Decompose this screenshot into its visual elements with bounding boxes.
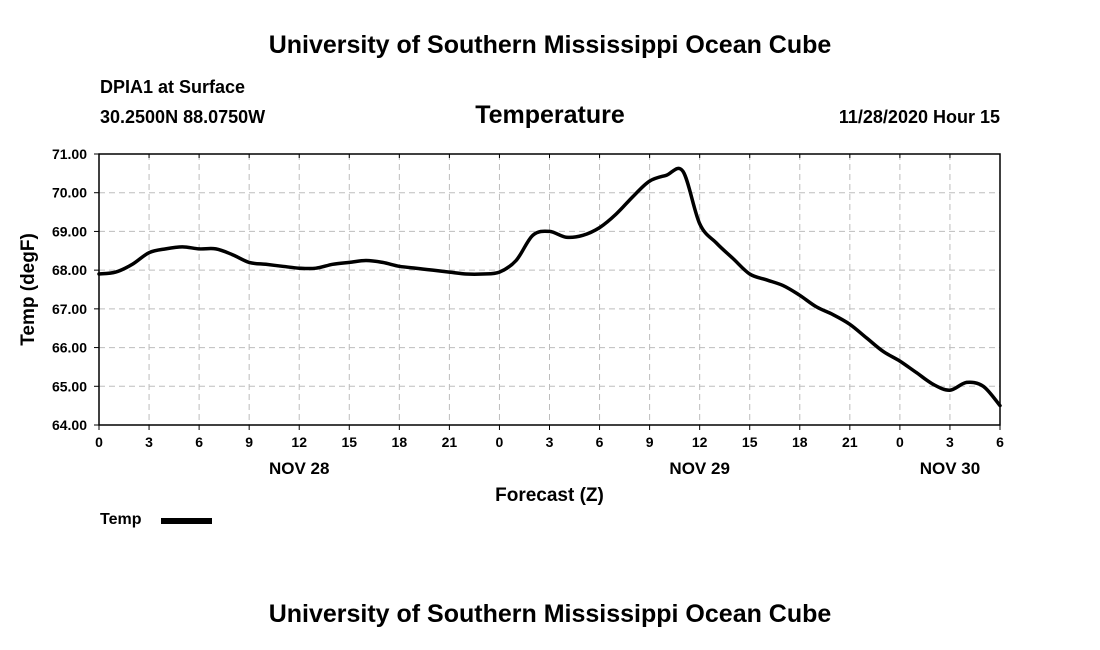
y-axis-label: Temp (degF) xyxy=(18,233,39,346)
y-tick-label: 65.00 xyxy=(52,378,87,394)
x-tick-label: 9 xyxy=(245,434,253,450)
y-tick-label: 66.00 xyxy=(52,340,87,356)
chart-axes xyxy=(94,153,1001,430)
temp-series-line xyxy=(97,166,1002,408)
x-tick-label: 6 xyxy=(596,434,604,450)
x-tick-label: 6 xyxy=(996,434,1004,450)
forecast-timestamp: 11/28/2020 Hour 15 xyxy=(838,107,1000,127)
x-tick-label: 0 xyxy=(496,434,504,450)
date-label: NOV 29 xyxy=(669,459,729,478)
station-coordinates: 30.2500N 88.0750W xyxy=(100,107,266,127)
chart-labels: 64.00 65.00 66.00 67.00 68.00 69.00 70.00 71.00… xyxy=(18,146,1004,528)
x-tick-label: 21 xyxy=(442,434,458,450)
y-tick-label: 70.00 xyxy=(52,185,87,201)
chart-grid xyxy=(99,154,1000,425)
y-tick-label: 64.00 xyxy=(52,417,87,433)
legend-swatch xyxy=(161,518,212,524)
y-tick-label: 68.00 xyxy=(52,262,87,278)
x-tick-label: 3 xyxy=(546,434,554,450)
x-tick-label: 3 xyxy=(145,434,153,450)
x-tick-label: 15 xyxy=(341,434,357,450)
x-tick-label: 18 xyxy=(392,434,408,450)
x-tick-label: 0 xyxy=(95,434,103,450)
x-tick-label: 0 xyxy=(896,434,904,450)
y-tick-label: 67.00 xyxy=(52,301,87,317)
station-name: DPIA1 at Surface xyxy=(100,77,246,97)
x-tick-label: 6 xyxy=(195,434,203,450)
y-tick-label: 69.00 xyxy=(52,223,87,239)
legend-label: Temp xyxy=(100,511,142,528)
x-tick-label: 15 xyxy=(742,434,758,450)
date-label: NOV 30 xyxy=(920,459,980,478)
x-tick-label: 12 xyxy=(291,434,307,450)
x-tick-label: 3 xyxy=(946,434,954,450)
plot-frame xyxy=(98,153,1001,426)
x-tick-label: 21 xyxy=(842,434,858,450)
y-tick-label: 71.00 xyxy=(52,146,87,162)
x-tick-label: 9 xyxy=(646,434,654,450)
x-tick-label: 18 xyxy=(792,434,808,450)
x-tick-label: 12 xyxy=(692,434,708,450)
variable-title: Temperature xyxy=(475,101,625,129)
main-title: University of Southern Mississippi Ocean… xyxy=(268,31,832,59)
footer-title: University of Southern Mississippi Ocean… xyxy=(268,600,832,628)
x-axis-label: Forecast (Z) xyxy=(495,485,604,506)
date-label: NOV 28 xyxy=(269,459,329,478)
chart-series xyxy=(97,166,1002,408)
